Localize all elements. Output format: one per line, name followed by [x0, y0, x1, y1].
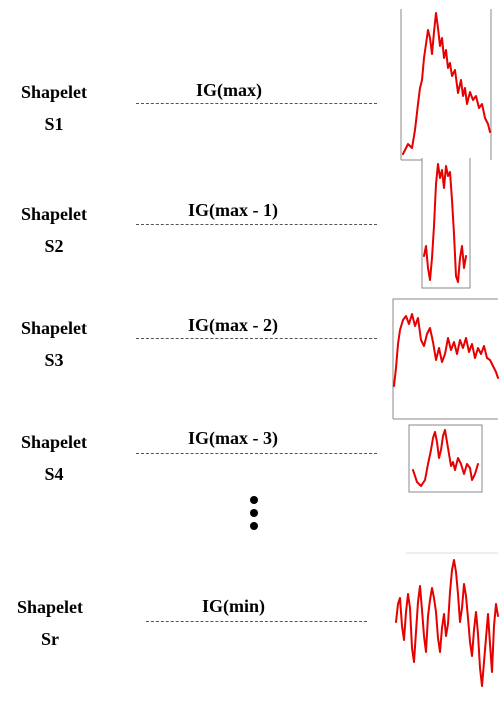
ig-label-s2: IG(max - 1): [188, 200, 278, 220]
shapelet-label-line1: Shapelet: [20, 318, 87, 338]
shapelet-s3-plot: [392, 298, 499, 420]
ig-label-sr: IG(min): [202, 596, 265, 616]
shapelet-label-line2: S1: [44, 114, 64, 134]
dashed-line-sr: [146, 621, 367, 622]
shapelet-label-line1: Shapelet: [20, 204, 87, 224]
shapelet-label-line1: Shapelet: [20, 432, 87, 452]
dashed-line-s2: [136, 224, 377, 225]
shapelet-s1-curve: [402, 12, 491, 155]
shapelet-s4-curve: [412, 429, 479, 487]
shapelet-s2-plot: [421, 158, 471, 289]
ig-label-s3: IG(max - 2): [188, 315, 278, 335]
dashed-line-s1: [136, 103, 377, 104]
shapelet-sr-plot: [395, 552, 499, 687]
shapelet-label-line2: S2: [44, 236, 64, 256]
dashed-line-s3: [136, 338, 377, 339]
shapelet-s2-frame: [421, 158, 471, 289]
shapelet-label-line2: S3: [44, 350, 64, 370]
shapelet-label-s1: Shapelet S1: [0, 76, 108, 140]
shapelet-label-s4: Shapelet S4: [0, 426, 108, 490]
shapelet-s2-curve: [423, 163, 467, 283]
shapelet-label-line2: Sr: [41, 629, 59, 649]
vertical-ellipsis-icon: [250, 496, 258, 536]
shapelet-label-line2: S4: [44, 464, 64, 484]
shapelet-s3-curve: [393, 313, 499, 387]
shapelet-s1-plot: [400, 9, 492, 161]
shapelet-s4-frame: [408, 424, 483, 493]
shapelet-s4-plot: [408, 424, 483, 493]
shapelet-s1-frame: [400, 9, 492, 161]
dashed-line-s4: [136, 453, 377, 454]
shapelet-sr-curve: [395, 559, 499, 687]
shapelet-label-s3: Shapelet S3: [0, 312, 108, 376]
shapelet-label-s2: Shapelet S2: [0, 198, 108, 262]
shapelet-s3-frame: [392, 298, 498, 420]
ig-label-s1: IG(max): [196, 80, 262, 100]
shapelet-label-line1: Shapelet: [20, 82, 87, 102]
shapelet-label-line1: Shapelet: [16, 597, 83, 617]
ig-label-s4: IG(max - 3): [188, 428, 278, 448]
shapelet-label-sr: Shapelet Sr: [0, 591, 100, 655]
